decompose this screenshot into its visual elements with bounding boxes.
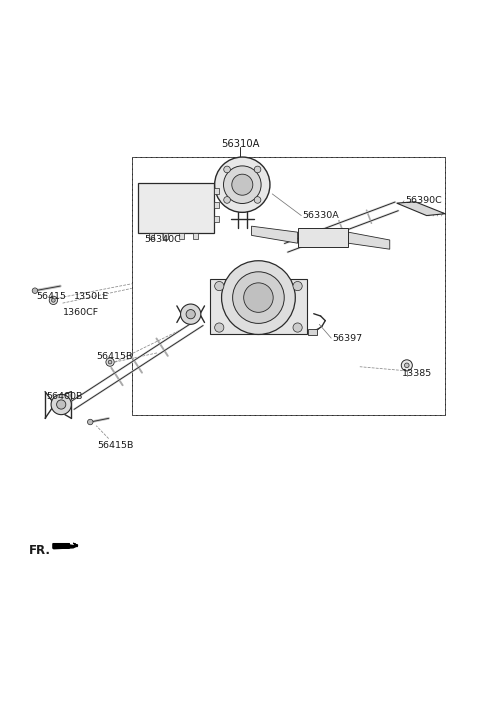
Circle shape [293, 323, 302, 332]
Circle shape [224, 197, 230, 203]
Circle shape [32, 288, 38, 293]
Polygon shape [53, 543, 78, 548]
Bar [308, 329, 317, 335]
Circle shape [224, 166, 261, 204]
Circle shape [215, 323, 224, 332]
Bar [214, 202, 219, 208]
Text: 56400B: 56400B [47, 392, 83, 401]
Circle shape [49, 296, 58, 305]
Text: 56390C: 56390C [405, 197, 442, 205]
Text: 1350LE: 1350LE [74, 292, 109, 301]
Bar [214, 188, 219, 194]
Polygon shape [348, 232, 390, 250]
Circle shape [401, 360, 412, 371]
Circle shape [254, 197, 261, 203]
Circle shape [108, 360, 112, 364]
Circle shape [87, 419, 93, 425]
Text: 56415B: 56415B [96, 352, 132, 361]
Circle shape [186, 310, 195, 319]
Text: 13385: 13385 [402, 369, 432, 378]
Text: 56310A: 56310A [221, 139, 259, 149]
Circle shape [254, 166, 261, 173]
Bar [149, 233, 154, 239]
Circle shape [180, 304, 201, 325]
Text: 56340C: 56340C [144, 235, 181, 245]
Bar [179, 233, 184, 239]
Circle shape [51, 299, 55, 302]
Text: 1360CF: 1360CF [62, 308, 99, 317]
Polygon shape [252, 226, 298, 243]
Circle shape [232, 174, 253, 195]
Circle shape [57, 400, 66, 409]
Circle shape [244, 283, 273, 312]
Bar [163, 233, 168, 239]
Polygon shape [210, 279, 307, 335]
Circle shape [224, 166, 230, 173]
Bar [138, 183, 214, 233]
Text: FR.: FR. [29, 543, 51, 556]
Text: 56415: 56415 [36, 292, 66, 301]
Text: 56330A: 56330A [303, 211, 339, 220]
Bar [214, 216, 219, 222]
Circle shape [106, 358, 114, 366]
Circle shape [405, 363, 409, 368]
Circle shape [293, 282, 302, 291]
Bar [132, 157, 445, 415]
Circle shape [233, 272, 284, 323]
Circle shape [51, 395, 72, 415]
Text: 56397: 56397 [332, 334, 362, 342]
Bar [298, 229, 348, 247]
Circle shape [215, 157, 270, 212]
Text: 56415B: 56415B [97, 440, 133, 450]
Polygon shape [53, 543, 78, 548]
Bar [132, 157, 445, 415]
Circle shape [222, 261, 295, 335]
Circle shape [215, 282, 224, 291]
Polygon shape [396, 202, 445, 216]
Bar [193, 233, 198, 239]
